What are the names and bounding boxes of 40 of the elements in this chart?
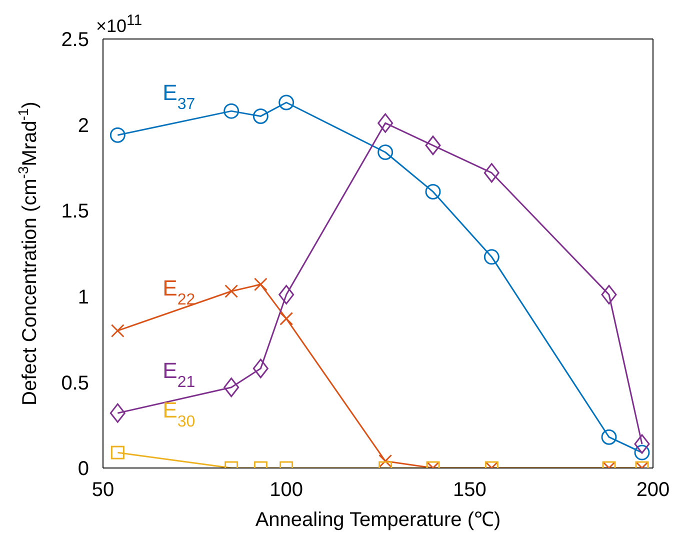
- point: [601, 284, 617, 304]
- point: [280, 312, 294, 326]
- series-label: E$_{30}$: [162, 398, 196, 430]
- y-tick-label: 2.5: [61, 29, 89, 52]
- text: ×10$^{11}$: [96, 12, 142, 37]
- point: [224, 378, 240, 398]
- x-axis-title: Annealing Temperature (℃): [255, 509, 501, 531]
- point: [224, 284, 238, 298]
- point: [484, 163, 500, 183]
- point: [110, 127, 126, 143]
- point: [110, 324, 124, 338]
- point: [224, 103, 240, 119]
- y-tick-label: 1.5: [61, 200, 89, 223]
- point: [252, 358, 268, 378]
- series-label: E$_{37}$: [162, 80, 196, 113]
- point: [278, 284, 294, 304]
- point: [254, 278, 268, 292]
- y-tick-label: 0.5: [61, 372, 89, 394]
- y-tick-label: 1: [78, 286, 89, 308]
- y-tick-label: 0: [78, 458, 89, 480]
- point: [425, 136, 441, 156]
- point: [110, 403, 126, 423]
- x-tick-label: 200: [636, 479, 670, 502]
- x-tick-label: 100: [270, 479, 304, 502]
- point: [634, 434, 650, 454]
- series-label: E$_{21}$: [162, 358, 196, 391]
- point: [378, 144, 394, 160]
- series-label: E$_{22}$: [162, 276, 196, 308]
- point: [378, 113, 394, 133]
- point: [110, 446, 124, 460]
- point: [252, 108, 268, 124]
- x-tick-label: 150: [452, 479, 486, 502]
- x-tick-label: 50: [92, 479, 114, 502]
- point: [278, 94, 294, 110]
- point: [601, 429, 617, 445]
- y-tick-label: 2: [78, 114, 89, 137]
- point: [378, 454, 392, 468]
- point: [634, 444, 650, 460]
- point: [484, 249, 500, 265]
- point: [425, 184, 441, 200]
